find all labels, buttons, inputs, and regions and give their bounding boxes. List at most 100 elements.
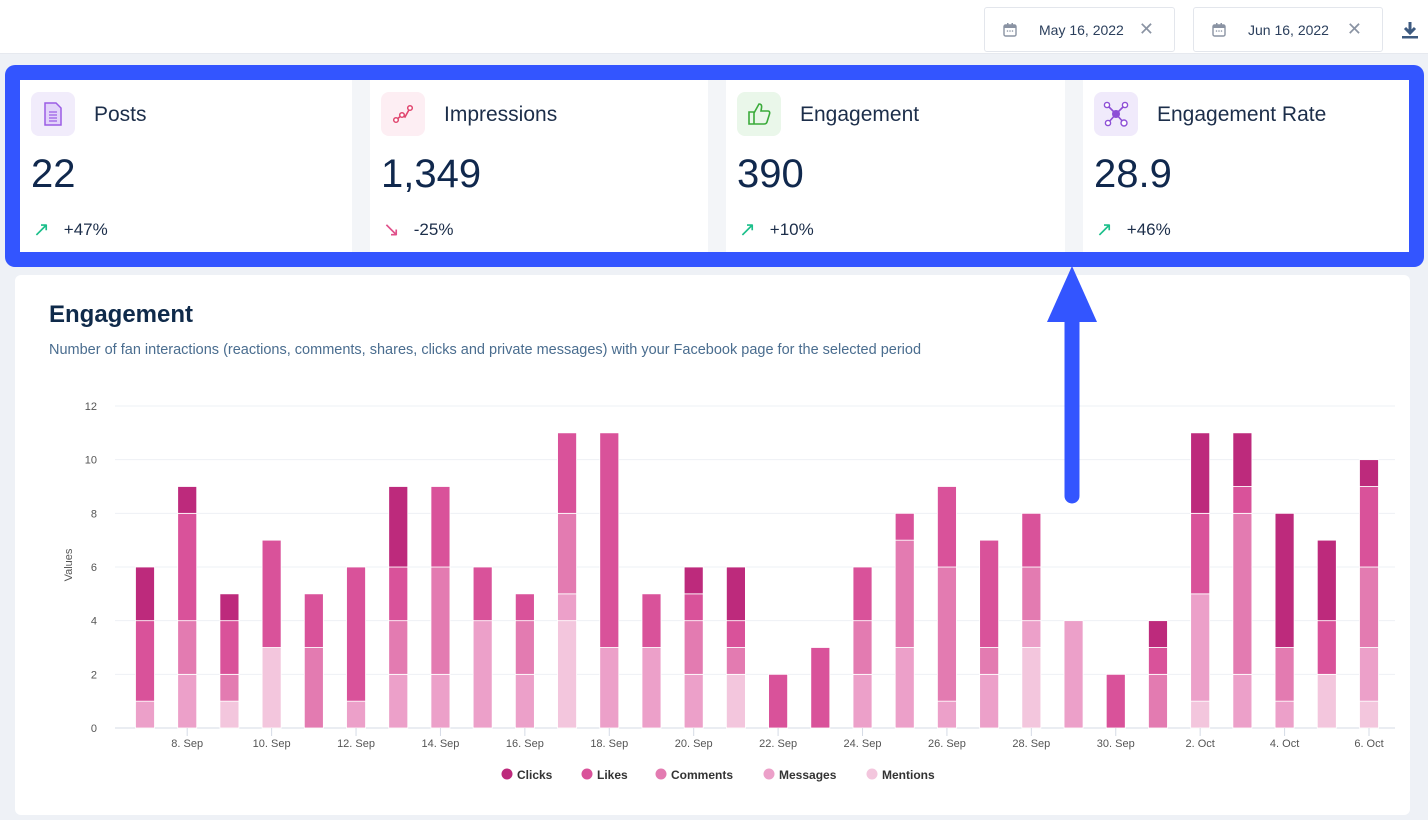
bar-segment-messages bbox=[1063, 620, 1084, 729]
bar-segment-likes bbox=[303, 593, 324, 648]
y-tick-label: 6 bbox=[91, 562, 97, 574]
bar-segment-messages bbox=[430, 673, 451, 729]
engagement-panel: Engagement Number of fan interactions (r… bbox=[15, 275, 1410, 815]
bar-segment-messages bbox=[388, 673, 409, 729]
kpi-change: +46% bbox=[1126, 219, 1171, 239]
kpi-card-engagement-rate[interactable]: Engagement Rate 28.9 ↗ +46% bbox=[1083, 80, 1409, 252]
end-date-picker[interactable]: Jun 16, 2022 ✕ bbox=[1193, 7, 1383, 52]
bar-segment-comments bbox=[894, 539, 915, 648]
legend-label-messages: Messages bbox=[779, 768, 837, 782]
bar-segment-likes bbox=[261, 539, 282, 648]
x-tick-label: 8. Sep bbox=[171, 738, 203, 750]
bar-segment-mentions bbox=[219, 700, 240, 729]
bar-segment-comments bbox=[683, 620, 704, 675]
kpi-card-posts[interactable]: Posts 22 ↗ +47% bbox=[20, 80, 352, 252]
legend-label-clicks: Clicks bbox=[517, 768, 553, 782]
bar-segment-clicks bbox=[1359, 459, 1379, 487]
bar-segment-likes bbox=[472, 566, 493, 622]
kpi-label: Impressions bbox=[444, 103, 558, 126]
bar-segment-likes bbox=[725, 620, 746, 648]
bar-segment-messages bbox=[557, 593, 577, 622]
bar-segment-clicks bbox=[1274, 512, 1295, 648]
bar-segment-likes bbox=[135, 620, 155, 702]
y-tick-label: 2 bbox=[91, 669, 97, 681]
bar-segment-comments bbox=[1274, 647, 1295, 702]
bar-segment-mentions bbox=[1021, 647, 1042, 729]
bar-segment-clicks bbox=[725, 566, 746, 622]
legend-marker-clicks bbox=[501, 768, 513, 780]
download-icon[interactable] bbox=[1400, 20, 1420, 40]
start-date-picker[interactable]: May 16, 2022 ✕ bbox=[984, 7, 1175, 52]
kpi-change: -25% bbox=[413, 219, 454, 239]
x-tick-label: 30. Sep bbox=[1097, 738, 1135, 750]
bar-segment-comments bbox=[514, 620, 535, 675]
legend-marker-messages bbox=[763, 768, 775, 780]
bar-segment-likes bbox=[388, 566, 409, 622]
bar-segment-messages bbox=[472, 620, 493, 729]
close-icon[interactable]: ✕ bbox=[1138, 19, 1154, 39]
kpi-card-impressions[interactable]: Impressions 1,349 ↘ -25% bbox=[370, 80, 708, 252]
bar-segment-messages bbox=[135, 700, 155, 729]
kpi-label: Posts bbox=[94, 103, 147, 126]
bar-segment-likes bbox=[768, 673, 789, 729]
y-tick-label: 0 bbox=[91, 723, 97, 735]
kpi-change: +47% bbox=[63, 219, 108, 239]
kpi-trend: ↗ +10% bbox=[739, 217, 814, 242]
kpi-change: +10% bbox=[769, 219, 814, 239]
bar-segment-mentions bbox=[725, 673, 746, 729]
bar-segment-clicks bbox=[388, 486, 409, 568]
bar-segment-messages bbox=[599, 647, 620, 729]
kpi-value: 22 bbox=[31, 152, 76, 196]
x-tick-label: 16. Sep bbox=[506, 738, 544, 750]
calendar-icon bbox=[1003, 23, 1017, 37]
bar-segment-comments bbox=[388, 620, 409, 675]
bar-segment-comments bbox=[303, 647, 324, 729]
x-tick-label: 24. Sep bbox=[844, 738, 882, 750]
bar-segment-likes bbox=[894, 512, 915, 541]
kpi-trend: ↘ -25% bbox=[383, 217, 453, 242]
bar-segment-comments bbox=[852, 620, 873, 675]
bar-segment-messages bbox=[1232, 673, 1253, 729]
arrow-up-right-icon: ↗ bbox=[33, 219, 50, 241]
bar-segment-likes bbox=[810, 647, 831, 729]
kpi-label: Engagement bbox=[800, 103, 920, 126]
y-axis-label: Values bbox=[63, 548, 75, 581]
start-date-value: May 16, 2022 bbox=[1039, 22, 1124, 38]
legend-marker-mentions bbox=[866, 768, 878, 780]
document-icon bbox=[31, 92, 75, 136]
bar-segment-messages bbox=[177, 673, 198, 729]
bar-segment-messages bbox=[683, 673, 704, 729]
arrow-up-right-icon: ↗ bbox=[1096, 219, 1113, 241]
bar-segment-likes bbox=[979, 539, 1000, 648]
kpi-card-engagement[interactable]: Engagement 390 ↗ +10% bbox=[726, 80, 1065, 252]
legend-marker-likes bbox=[581, 768, 593, 780]
bar-segment-likes bbox=[852, 566, 873, 622]
bar-segment-messages bbox=[514, 673, 535, 729]
bar-segment-likes bbox=[1190, 512, 1211, 595]
bar-segment-mentions bbox=[1190, 700, 1211, 729]
bar-segment-likes bbox=[683, 593, 704, 622]
close-icon[interactable]: ✕ bbox=[1346, 19, 1362, 39]
bar-segment-comments bbox=[430, 566, 451, 675]
bar-segment-likes bbox=[557, 432, 577, 514]
bar-segment-likes bbox=[641, 593, 662, 648]
kpi-trend: ↗ +46% bbox=[1096, 217, 1171, 242]
bar-segment-comments bbox=[1021, 566, 1042, 622]
network-icon bbox=[1094, 92, 1138, 136]
bar-segment-messages bbox=[894, 647, 915, 729]
bar-segment-messages bbox=[346, 700, 366, 729]
kpi-value: 390 bbox=[737, 152, 804, 196]
bar-segment-comments bbox=[979, 647, 1000, 675]
bar-segment-likes bbox=[1105, 673, 1126, 729]
legend-label-comments: Comments bbox=[671, 768, 733, 782]
legend-label-mentions: Mentions bbox=[882, 768, 935, 782]
bar-segment-likes bbox=[1232, 486, 1253, 514]
bar-segment-comments bbox=[1359, 566, 1379, 648]
legend-label-likes: Likes bbox=[597, 768, 628, 782]
panel-title: Engagement bbox=[49, 301, 194, 328]
bar-segment-messages bbox=[1190, 593, 1211, 702]
bar-segment-clicks bbox=[135, 566, 155, 622]
bar-segment-comments bbox=[177, 620, 198, 675]
top-toolbar: May 16, 2022 ✕ Jun 16, 2022 ✕ bbox=[0, 0, 1428, 54]
